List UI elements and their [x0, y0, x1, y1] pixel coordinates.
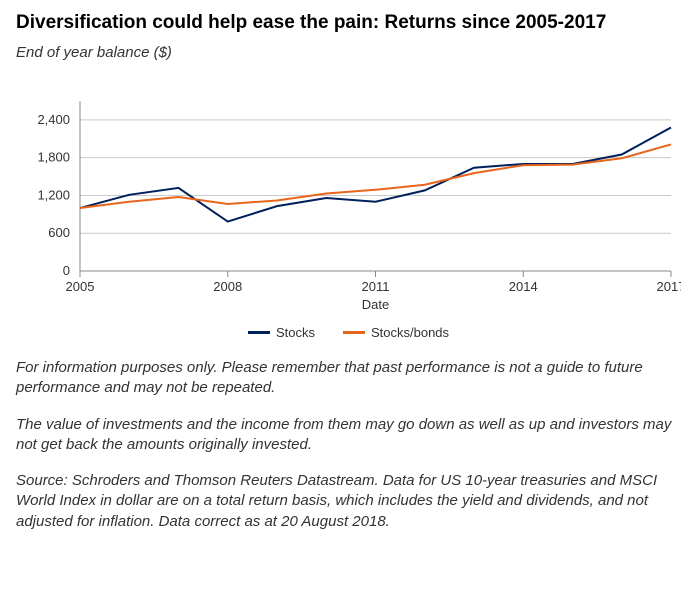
legend-swatch: [248, 331, 270, 334]
line-chart: 0 600 1,200 1,800 2,400 2005 2008 2011 2014 2017 D…: [16, 91, 681, 321]
x-axis-label: Date: [362, 297, 389, 312]
disclaimer-text: The value of investments and the income …: [16, 415, 681, 456]
x-tick-label: 2011: [362, 279, 390, 294]
disclaimer-block: For information purposes only. Please re…: [16, 358, 681, 532]
series-stocks: [80, 127, 671, 221]
chart-container: 0 600 1,200 1,800 2,400 2005 2008 2011 2014 2017 D…: [16, 91, 681, 340]
x-tick-label: 2014: [509, 279, 538, 294]
page-title: Diversification could help ease the pain…: [16, 12, 681, 34]
y-tick-label: 0: [63, 263, 70, 278]
disclaimer-text: Source: Schroders and Thomson Reuters Da…: [16, 471, 681, 532]
series-stocks-bonds: [80, 144, 671, 208]
x-tick-label: 2008: [213, 279, 242, 294]
x-tick-label: 2017: [657, 279, 681, 294]
y-tick-label: 1,200: [37, 187, 70, 202]
chart-legend: Stocks Stocks/bonds: [16, 325, 681, 340]
disclaimer-text: For information purposes only. Please re…: [16, 358, 681, 399]
legend-item: Stocks/bonds: [343, 325, 449, 340]
legend-swatch: [343, 331, 365, 334]
chart-subtitle: End of year balance ($): [16, 44, 681, 61]
legend-label: Stocks/bonds: [371, 325, 449, 340]
y-tick-label: 1,800: [37, 150, 70, 165]
y-tick-label: 2,400: [37, 112, 70, 127]
legend-label: Stocks: [276, 325, 315, 340]
legend-item: Stocks: [248, 325, 315, 340]
y-tick-label: 600: [48, 225, 70, 240]
x-tick-label: 2005: [66, 279, 95, 294]
